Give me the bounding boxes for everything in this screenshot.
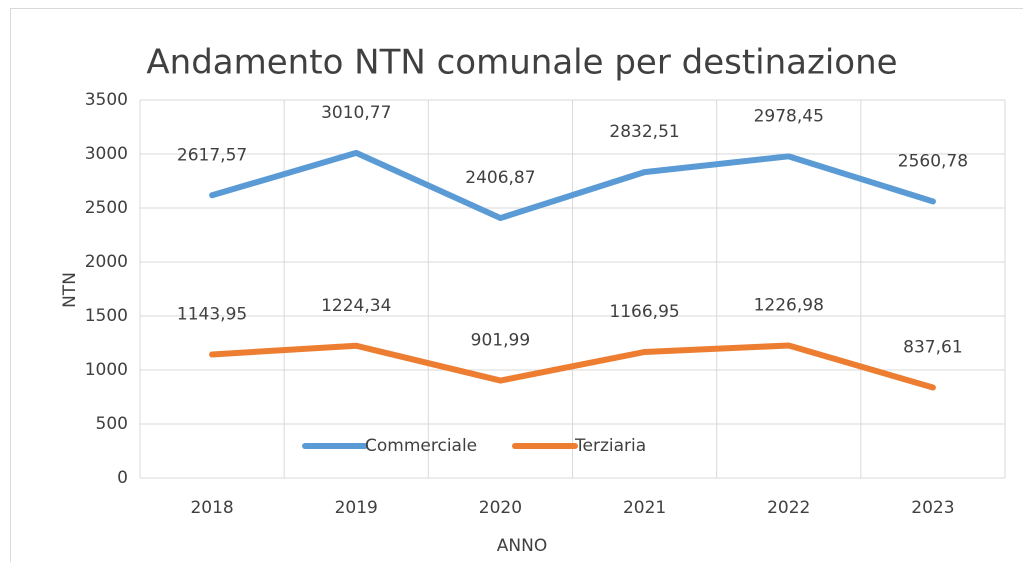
y-tick-label: 2000 [85,252,128,272]
data-label: 2560,78 [898,151,968,171]
y-tick-label: 1000 [85,360,128,380]
x-tick-label: 2020 [479,498,522,518]
y-tick-label: 1500 [85,306,128,326]
x-tick-label: 2023 [911,498,954,518]
data-label: 2978,45 [754,106,824,126]
data-label: 2617,57 [177,145,247,165]
chart-border [10,8,1023,562]
series-line [209,149,936,222]
x-tick-label: 2021 [623,498,666,518]
data-label: 2832,51 [609,122,679,142]
data-label: 901,99 [471,331,530,351]
data-label: 1224,34 [321,296,391,316]
x-tick-label: 2019 [335,498,378,518]
legend-label: Commerciale [365,436,477,456]
y-tick-label: 500 [96,414,128,434]
data-label: 1143,95 [177,304,247,324]
y-tick-label: 0 [117,468,128,488]
x-axis-title: ANNO [497,536,547,556]
data-label: 1226,98 [754,295,824,315]
y-tick-label: 3500 [85,90,128,110]
y-axis-title: NTN [60,272,80,308]
y-tick-label: 2500 [85,198,128,218]
data-label: 1166,95 [609,302,679,322]
series-line [209,342,936,391]
x-tick-label: 2018 [190,498,233,518]
chart-title: Andamento NTN comunale per destinazione [146,43,897,83]
y-tick-label: 3000 [85,144,128,164]
x-tick-label: 2022 [767,498,810,518]
data-label: 3010,77 [321,103,391,123]
data-label: 2406,87 [465,168,535,188]
legend-label: Terziaria [574,436,646,456]
data-label: 837,61 [903,338,962,358]
